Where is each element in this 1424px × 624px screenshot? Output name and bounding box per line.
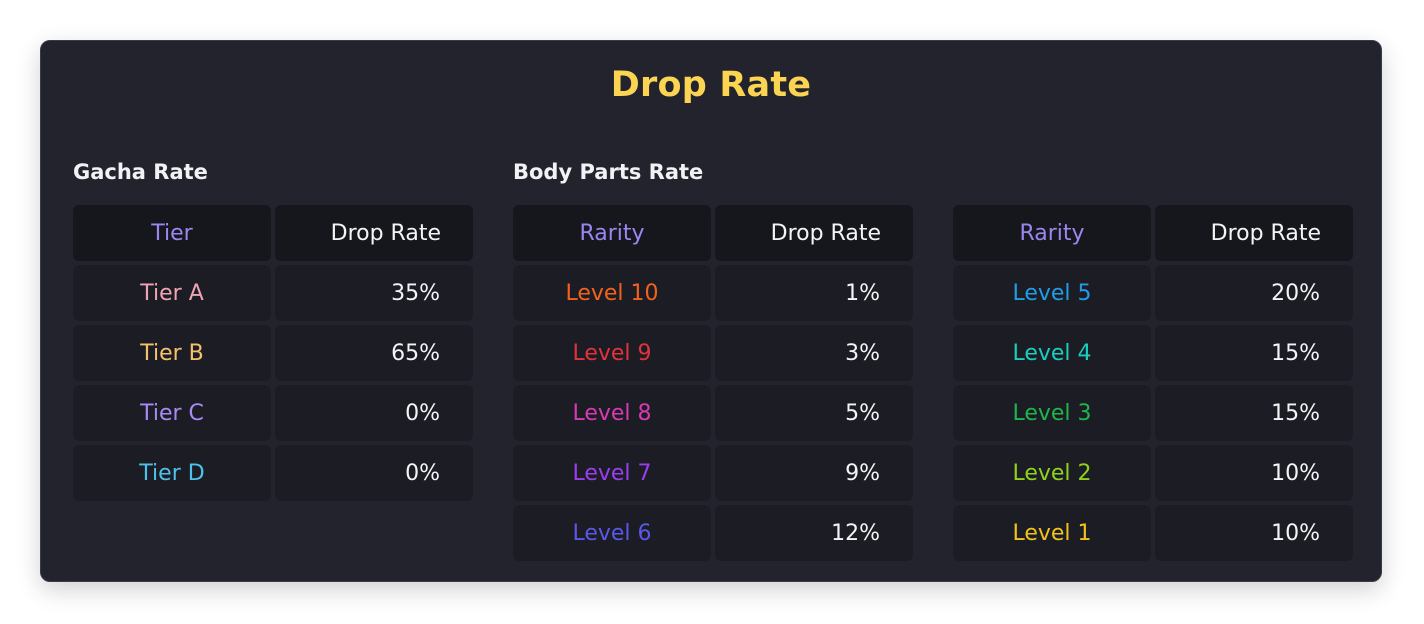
rarity-name: Level 9 bbox=[513, 325, 711, 381]
drop-rate-value: 15% bbox=[1155, 385, 1353, 441]
tier-name: Tier D bbox=[73, 445, 271, 501]
rarity-name: Level 7 bbox=[513, 445, 711, 501]
body-parts-table-high: Rarity Drop Rate Level 10 1% Level 9 3% … bbox=[513, 205, 913, 565]
rarity-name: Level 1 bbox=[953, 505, 1151, 561]
drop-rate-value: 3% bbox=[715, 325, 913, 381]
table-row: Level 5 20% bbox=[953, 265, 1353, 321]
table-header-row: Rarity Drop Rate bbox=[953, 205, 1353, 261]
table-row: Tier B 65% bbox=[73, 325, 473, 381]
rarity-name: Level 4 bbox=[953, 325, 1151, 381]
rarity-name: Level 5 bbox=[953, 265, 1151, 321]
drop-rate-value: 5% bbox=[715, 385, 913, 441]
gacha-rate-table: Tier Drop Rate Tier A 35% Tier B 65% Tie… bbox=[73, 205, 473, 505]
table-row: Level 3 15% bbox=[953, 385, 1353, 441]
page-title: Drop Rate bbox=[610, 65, 812, 105]
drop-rate-value: 10% bbox=[1155, 505, 1353, 561]
table-row: Level 9 3% bbox=[513, 325, 913, 381]
table-row: Tier C 0% bbox=[73, 385, 473, 441]
gacha-rate-label: Gacha Rate bbox=[73, 160, 208, 184]
table-row: Level 10 1% bbox=[513, 265, 913, 321]
column-header-tier: Tier bbox=[73, 205, 271, 261]
table-header-row: Rarity Drop Rate bbox=[513, 205, 913, 261]
column-header-rarity: Rarity bbox=[513, 205, 711, 261]
body-parts-rate-label: Body Parts Rate bbox=[513, 160, 704, 184]
body-parts-table-low: Rarity Drop Rate Level 5 20% Level 4 15%… bbox=[953, 205, 1353, 565]
table-row: Level 8 5% bbox=[513, 385, 913, 441]
column-header-drop-rate: Drop Rate bbox=[715, 205, 913, 261]
rarity-name: Level 3 bbox=[953, 385, 1151, 441]
table-header-row: Tier Drop Rate bbox=[73, 205, 473, 261]
drop-rate-value: 9% bbox=[715, 445, 913, 501]
tier-name: Tier A bbox=[73, 265, 271, 321]
table-row: Level 1 10% bbox=[953, 505, 1353, 561]
rarity-name: Level 6 bbox=[513, 505, 711, 561]
table-row: Level 7 9% bbox=[513, 445, 913, 501]
table-row: Level 2 10% bbox=[953, 445, 1353, 501]
drop-rate-value: 1% bbox=[715, 265, 913, 321]
drop-rate-value: 65% bbox=[275, 325, 473, 381]
drop-rate-value: 0% bbox=[275, 385, 473, 441]
table-row: Level 6 12% bbox=[513, 505, 913, 561]
rarity-name: Level 2 bbox=[953, 445, 1151, 501]
table-row: Tier D 0% bbox=[73, 445, 473, 501]
drop-rate-panel: Drop Rate Gacha Rate Body Parts Rate Tie… bbox=[40, 40, 1382, 582]
tier-name: Tier B bbox=[73, 325, 271, 381]
column-header-rarity: Rarity bbox=[953, 205, 1151, 261]
drop-rate-value: 15% bbox=[1155, 325, 1353, 381]
drop-rate-value: 20% bbox=[1155, 265, 1353, 321]
rarity-name: Level 8 bbox=[513, 385, 711, 441]
drop-rate-value: 10% bbox=[1155, 445, 1353, 501]
tier-name: Tier C bbox=[73, 385, 271, 441]
drop-rate-value: 12% bbox=[715, 505, 913, 561]
table-row: Level 4 15% bbox=[953, 325, 1353, 381]
table-row: Tier A 35% bbox=[73, 265, 473, 321]
column-header-drop-rate: Drop Rate bbox=[1155, 205, 1353, 261]
column-header-drop-rate: Drop Rate bbox=[275, 205, 473, 261]
rarity-name: Level 10 bbox=[513, 265, 711, 321]
drop-rate-value: 0% bbox=[275, 445, 473, 501]
drop-rate-value: 35% bbox=[275, 265, 473, 321]
